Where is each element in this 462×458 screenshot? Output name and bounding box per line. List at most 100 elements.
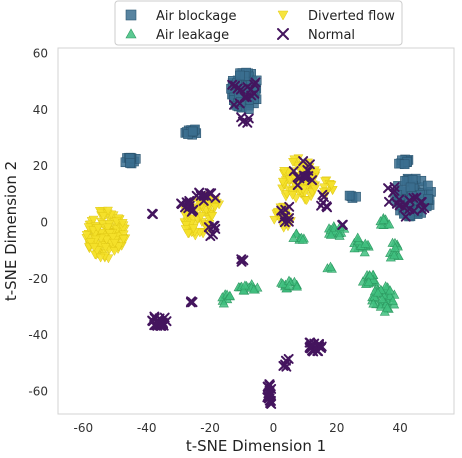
data-point-air-leakage xyxy=(382,302,393,312)
y-tick-label: 0 xyxy=(40,216,48,230)
data-point-diverted-flow xyxy=(311,168,321,178)
data-point-diverted-flow xyxy=(109,247,120,256)
data-point-air-leakage xyxy=(248,284,259,294)
x-tick-labels: -60 -40 -20 0 20 40 xyxy=(74,421,408,435)
data-point-air-blockage xyxy=(405,182,416,193)
data-point-air-leakage xyxy=(288,232,299,242)
x-tick-label: -40 xyxy=(137,421,157,435)
data-point-diverted-flow xyxy=(188,224,199,234)
data-point-air-leakage xyxy=(284,280,295,290)
data-point-air-leakage xyxy=(239,280,250,290)
data-point-air-leakage xyxy=(380,281,391,291)
y-axis-label: t-SNE Dimension 2 xyxy=(2,161,20,301)
data-point-air-leakage xyxy=(349,243,360,253)
data-point-normal xyxy=(227,79,238,90)
data-point-normal xyxy=(383,196,394,207)
data-point-diverted-flow xyxy=(117,219,128,228)
legend-box xyxy=(114,0,403,46)
data-point-normal xyxy=(304,159,315,170)
data-point-diverted-flow xyxy=(100,243,111,253)
data-point-normal xyxy=(316,341,327,352)
data-point-diverted-flow xyxy=(269,215,280,225)
data-point-diverted-flow xyxy=(183,229,194,239)
data-point-air-leakage xyxy=(378,214,389,224)
data-point-air-blockage xyxy=(187,126,198,137)
data-point-diverted-flow xyxy=(207,211,218,221)
data-point-air-leakage xyxy=(334,230,345,240)
data-point-air-leakage xyxy=(218,298,229,308)
data-point-normal xyxy=(408,205,419,216)
legend-marker-air-leakage xyxy=(125,28,137,39)
data-point-air-leakage xyxy=(377,294,388,304)
data-point-normal xyxy=(284,201,295,212)
data-point-normal xyxy=(238,255,249,266)
data-point-diverted-flow xyxy=(102,223,113,233)
series-normal xyxy=(147,77,430,409)
data-point-air-leakage xyxy=(360,238,371,248)
data-point-normal xyxy=(278,213,289,224)
data-point-normal xyxy=(419,202,430,213)
data-point-diverted-flow xyxy=(101,235,112,245)
data-point-air-leakage xyxy=(325,261,336,271)
data-point-normal xyxy=(298,156,309,167)
x-tick-label: -60 xyxy=(74,421,94,435)
legend-label-air-blockage: Air blockage xyxy=(156,9,236,24)
data-point-normal xyxy=(404,195,415,206)
data-point-air-blockage xyxy=(399,159,410,170)
data-point-diverted-flow xyxy=(81,231,92,240)
data-point-diverted-flow xyxy=(118,234,129,244)
data-point-normal xyxy=(292,180,303,191)
data-point-normal xyxy=(176,198,187,209)
data-point-normal xyxy=(241,92,252,103)
data-point-normal xyxy=(411,192,422,203)
data-point-normal xyxy=(187,205,198,216)
legend: Air blockage Diverted flow Air leakage Norm… xyxy=(114,0,403,46)
data-point-air-blockage xyxy=(423,180,433,191)
data-point-normal xyxy=(265,389,276,400)
data-point-normal xyxy=(337,219,348,230)
data-point-air-leakage xyxy=(389,250,400,260)
y-tick-label: 20 xyxy=(33,159,48,173)
data-point-diverted-flow xyxy=(301,196,312,206)
data-point-normal xyxy=(300,171,311,182)
data-point-diverted-flow xyxy=(89,243,99,253)
data-point-diverted-flow xyxy=(288,157,298,167)
data-point-diverted-flow xyxy=(279,167,290,176)
data-point-air-leakage xyxy=(224,290,235,300)
data-point-diverted-flow xyxy=(287,191,298,201)
data-point-normal xyxy=(195,190,206,201)
x-tick-label: -20 xyxy=(200,421,220,435)
data-point-diverted-flow xyxy=(107,233,118,243)
data-point-air-blockage xyxy=(125,158,136,168)
legend-marker-diverted-flow xyxy=(277,10,289,21)
data-point-air-leakage xyxy=(390,242,401,252)
x-tick-label: 0 xyxy=(270,421,278,435)
y-tick-labels: 60 40 20 0 -20 -40 -60 xyxy=(28,47,48,399)
data-point-diverted-flow xyxy=(109,238,120,248)
data-point-air-leakage xyxy=(325,229,336,239)
data-point-diverted-flow xyxy=(95,253,106,263)
data-point-normal xyxy=(205,231,216,242)
data-point-diverted-flow xyxy=(277,177,288,187)
data-point-diverted-flow xyxy=(88,215,99,225)
data-point-normal xyxy=(389,182,400,193)
data-point-air-leakage xyxy=(387,295,398,305)
data-point-air-blockage xyxy=(235,70,245,81)
data-point-normal xyxy=(187,297,198,308)
data-point-air-leakage xyxy=(297,234,308,244)
data-point-diverted-flow xyxy=(196,212,207,222)
y-tick-label: 40 xyxy=(33,103,48,117)
data-point-diverted-flow xyxy=(310,184,320,194)
legend-marker-normal xyxy=(277,28,289,40)
data-point-diverted-flow xyxy=(93,224,103,233)
data-point-diverted-flow xyxy=(85,238,96,248)
data-point-normal xyxy=(304,342,315,353)
x-tick-label: 40 xyxy=(393,421,408,435)
scatter-points xyxy=(81,67,436,409)
series-air-leakage xyxy=(217,213,404,316)
data-point-normal xyxy=(210,223,221,234)
data-point-air-leakage xyxy=(238,285,249,295)
data-point-air-leakage xyxy=(291,281,302,291)
data-point-air-leakage xyxy=(352,232,363,242)
